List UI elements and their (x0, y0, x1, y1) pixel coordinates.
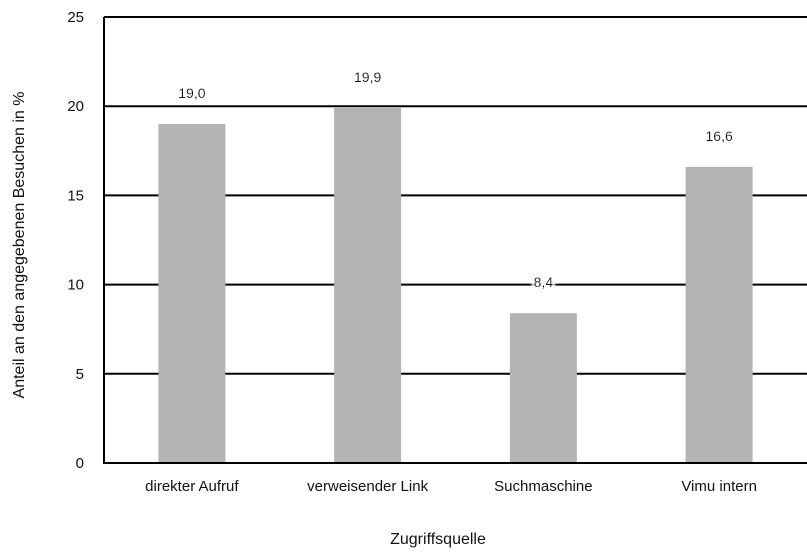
y-tick-label: 5 (76, 366, 84, 383)
y-tick-label: 25 (67, 9, 84, 26)
y-tick-label: 20 (67, 98, 84, 115)
y-tick-label: 15 (67, 187, 84, 204)
bars (158, 107, 753, 463)
axes: 0 5 10 15 20 25 direkter Aufruf verweisender Li… (67, 9, 807, 495)
x-tick-label: verweisender Link (307, 478, 428, 495)
y-axis-title: Anteil an den angegebenen Besuchen in % (11, 92, 28, 399)
x-axis-title: Zugriffsquelle (390, 531, 486, 548)
bar (685, 166, 753, 463)
bar (509, 313, 577, 463)
bar (158, 124, 226, 463)
y-tick-label: 0 (76, 455, 84, 472)
data-labels: 19,0 19,9 8,4 16,6 (178, 69, 733, 290)
data-label: 16,6 (706, 128, 733, 144)
x-tick-label: Vimu intern (681, 478, 757, 495)
y-tick-label: 10 (67, 277, 84, 294)
bar (334, 107, 402, 463)
x-tick-label: direkter Aufruf (145, 478, 239, 495)
x-tick-label: Suchmaschine (494, 478, 592, 495)
data-label: 19,9 (354, 69, 381, 85)
data-label: 8,4 (534, 274, 554, 290)
data-label: 19,0 (178, 85, 205, 101)
